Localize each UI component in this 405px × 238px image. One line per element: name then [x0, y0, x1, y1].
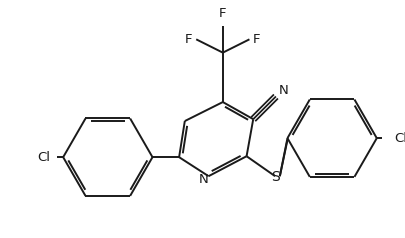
- Text: F: F: [184, 33, 192, 46]
- Text: S: S: [270, 170, 279, 184]
- Text: N: N: [198, 173, 208, 186]
- Text: N: N: [278, 84, 288, 97]
- Text: F: F: [219, 7, 226, 20]
- Text: Cl: Cl: [37, 151, 50, 164]
- Text: F: F: [253, 33, 260, 46]
- Text: Cl: Cl: [393, 132, 405, 145]
